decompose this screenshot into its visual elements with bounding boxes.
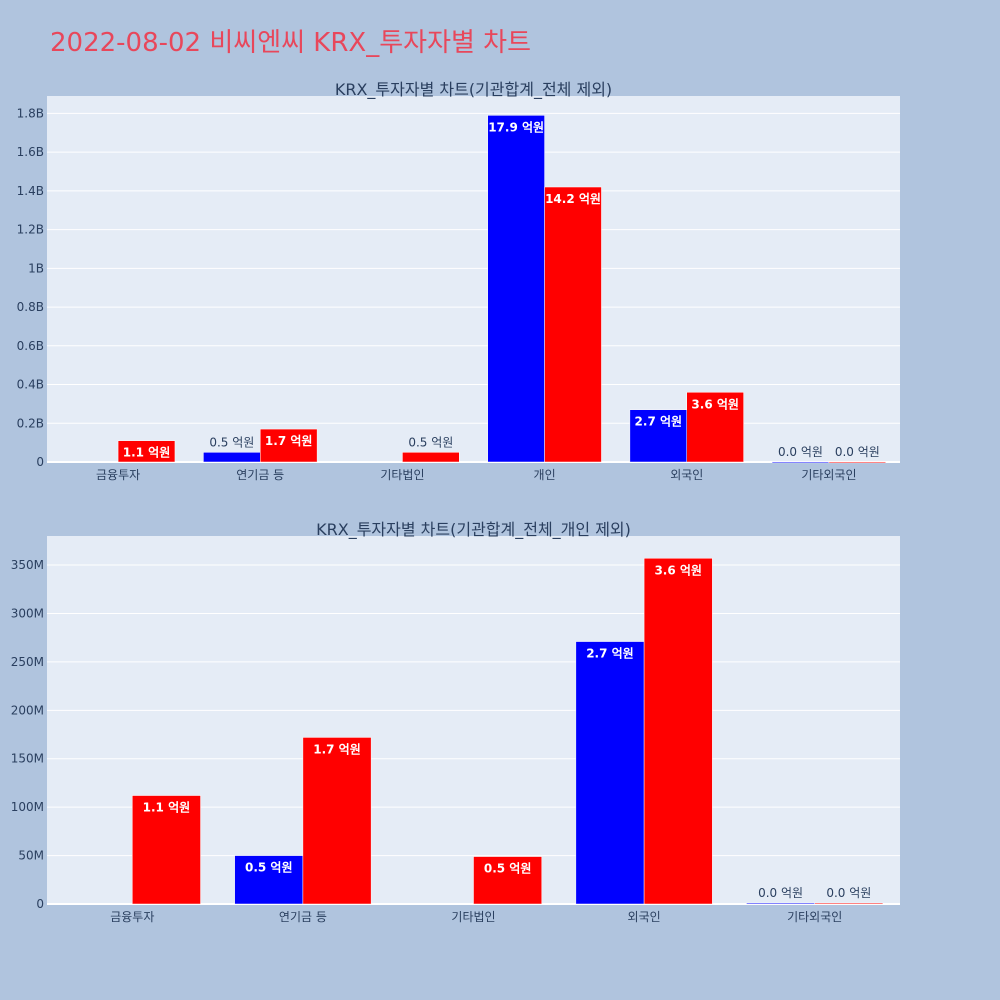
bar-sell: [402, 452, 460, 463]
page-title: 2022-08-02 비씨엔씨 KRX_투자자별 차트: [50, 28, 532, 58]
bar-sell: [117, 440, 176, 463]
data-label: 1.1 억원: [143, 801, 191, 815]
x-tick-label: 기타법인: [451, 910, 495, 924]
data-label: 0.0 억원: [826, 886, 871, 900]
y-tick-label: 300M: [11, 606, 44, 620]
data-label: 17.9 억원: [488, 120, 544, 134]
y-tick-label: 1.8B: [17, 106, 44, 120]
x-tick-label: 연기금 등: [279, 910, 327, 924]
bar-buy: [203, 452, 261, 463]
chart-title: KRX_투자자별 차트(기관합계_전체 제외): [335, 80, 612, 100]
bar-buy: [487, 115, 545, 463]
bar-buy: [771, 461, 830, 464]
x-tick-label: 금융투자: [96, 468, 140, 482]
bar-sell: [686, 392, 744, 463]
bar-sell: [132, 795, 201, 905]
bar-sell: [473, 856, 542, 905]
bar-sell: [302, 737, 372, 905]
bar-sell: [643, 558, 713, 905]
bar-sell: [814, 902, 884, 905]
data-label: 3.6 억원: [691, 397, 739, 411]
bar-sell: [828, 461, 887, 464]
y-tick-label: 0.2B: [17, 416, 44, 430]
data-label: 0.5 억원: [209, 435, 254, 449]
y-tick-label: 0: [36, 897, 44, 911]
y-tick-label: 100M: [11, 800, 44, 814]
chart-title: KRX_투자자별 차트(기관합계_전체_개인 제외): [316, 520, 631, 540]
y-tick-label: 1.2B: [17, 223, 44, 237]
y-tick-label: 0.8B: [17, 300, 44, 314]
y-tick-label: 1.6B: [17, 145, 44, 159]
y-tick-label: 0.6B: [17, 339, 44, 353]
y-tick-label: 250M: [11, 655, 44, 669]
x-tick-label: 기타외국인: [787, 910, 842, 924]
data-label: 14.2 억원: [545, 192, 601, 206]
x-tick-label: 연기금 등: [236, 468, 284, 482]
x-tick-label: 기타외국인: [801, 468, 856, 482]
bar-buy: [629, 409, 688, 463]
y-tick-label: 0: [36, 455, 44, 469]
y-tick-label: 150M: [11, 752, 44, 766]
bar-sell: [260, 428, 318, 463]
y-tick-label: 350M: [11, 558, 44, 572]
x-tick-label: 외국인: [670, 468, 703, 482]
y-tick-label: 1B: [28, 261, 44, 275]
chart-excluding-institutions-individuals: 0 50M 100M 150M 200M 250M 300M 350M KRX_투자자별 차트(…: [11, 520, 900, 924]
data-label: 0.0 억원: [758, 886, 803, 900]
data-label: 1.1 억원: [123, 446, 171, 460]
y-tick-label: 200M: [11, 703, 44, 717]
y-tick-label: 0.4B: [17, 378, 44, 392]
data-label: 0.5 억원: [408, 435, 453, 449]
data-label: 3.6 억원: [654, 563, 702, 577]
x-tick-label: 개인: [534, 468, 556, 482]
x-tick-label: 외국인: [628, 910, 661, 924]
y-tick-label: 50M: [18, 849, 44, 863]
data-label: 2.7 억원: [635, 415, 683, 429]
y-tick-label: 1.4B: [17, 184, 44, 198]
data-label: 0.5 억원: [484, 862, 532, 876]
data-label: 0.0 억원: [778, 445, 823, 459]
plot-area: [47, 96, 900, 462]
chart-excluding-institutions: 0 0.2B 0.4B 0.6B 0.8B 1B 1.2B 1.4B 1.6B 1.8B KRX_투…: [17, 80, 900, 482]
bar-buy: [746, 902, 815, 905]
bar-sell: [544, 186, 602, 463]
x-tick-label: 금융투자: [110, 910, 154, 924]
data-label: 0.0 억원: [835, 445, 880, 459]
data-label: 1.7 억원: [313, 742, 361, 756]
bar-buy: [575, 641, 645, 905]
data-label: 2.7 억원: [586, 647, 634, 661]
data-label: 1.7 억원: [265, 434, 313, 448]
data-label: 0.5 억원: [245, 861, 293, 875]
x-tick-label: 기타법인: [380, 468, 424, 482]
